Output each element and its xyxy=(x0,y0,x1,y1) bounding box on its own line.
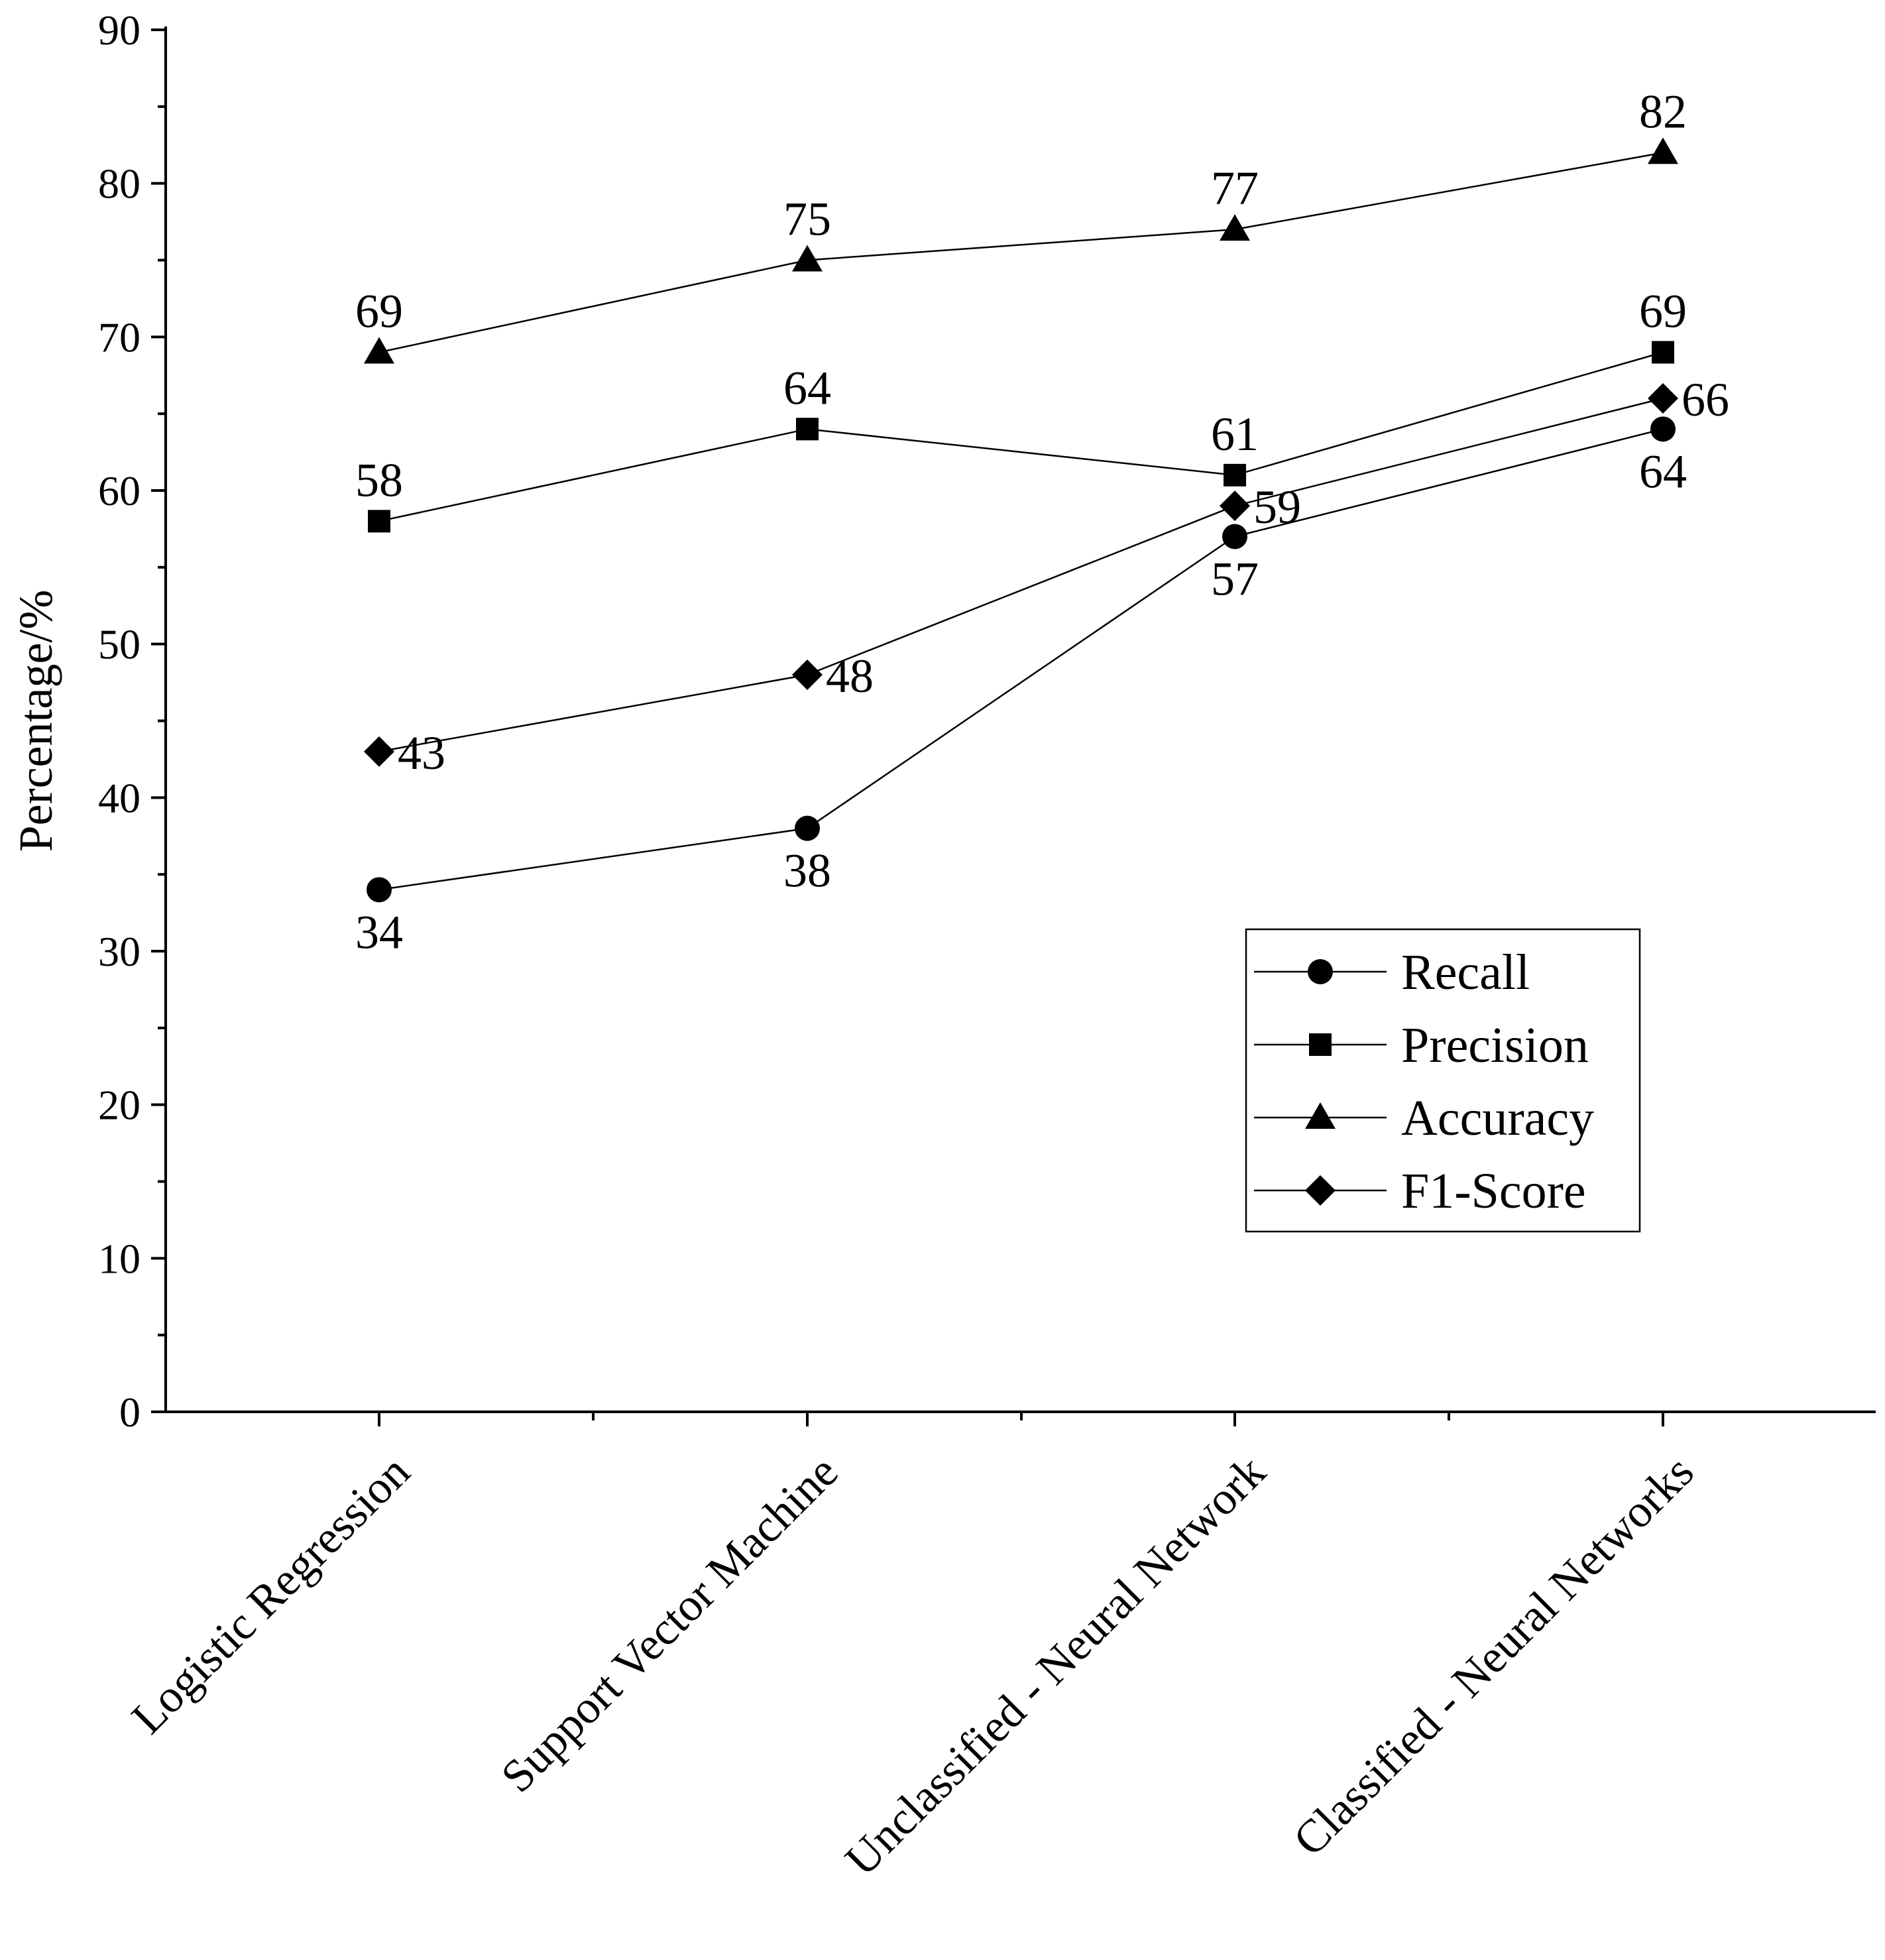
recall-data-label: 38 xyxy=(783,844,831,897)
recall-point xyxy=(1222,524,1247,549)
f1-score-point xyxy=(1648,383,1678,414)
accuracy-data-label: 69 xyxy=(355,285,403,338)
f1-score-point xyxy=(364,736,394,767)
y-tick-label: 30 xyxy=(98,928,141,975)
legend: Recall Precision Accuracy F1-Score xyxy=(1245,928,1641,1233)
x-category-label: Support Vector Machine xyxy=(492,1446,848,1802)
recall-data-label: 64 xyxy=(1639,445,1687,498)
recall-point xyxy=(1650,416,1676,442)
y-tick-label: 90 xyxy=(98,7,141,54)
x-category-label: Logistic Regression xyxy=(122,1446,420,1744)
legend-recall-label: Recall xyxy=(1401,945,1530,1000)
recall-point xyxy=(367,877,392,903)
y-tick-label: 80 xyxy=(98,160,141,207)
accuracy-line xyxy=(378,152,1664,353)
f1-score-line xyxy=(378,397,1664,753)
legend-recall-marker xyxy=(1308,959,1333,984)
precision-data-label: 69 xyxy=(1639,285,1687,338)
accuracy-data-label: 82 xyxy=(1639,85,1687,138)
f1-score-point xyxy=(792,660,823,690)
y-tick-label: 50 xyxy=(98,621,141,668)
f1-score-data-label: 43 xyxy=(398,726,445,779)
x-category-label: Classified - Neural Networks xyxy=(1284,1446,1703,1866)
recall-line xyxy=(378,428,1664,891)
y-axis-title: Percentage/% xyxy=(9,590,62,852)
precision-point xyxy=(1224,463,1246,487)
f1-score-data-label: 48 xyxy=(826,650,874,703)
series-markers xyxy=(364,137,1678,903)
y-tick-label: 70 xyxy=(98,314,141,361)
precision-data-label: 58 xyxy=(355,453,403,506)
precision-data-label: 61 xyxy=(1211,408,1259,461)
f1-score-data-label: 66 xyxy=(1682,373,1729,426)
legend-accuracy-marker xyxy=(1305,1102,1336,1129)
y-tick-label: 10 xyxy=(98,1235,141,1282)
recall-data-label: 34 xyxy=(355,905,403,958)
recall-data-label: 57 xyxy=(1211,553,1259,606)
precision-line xyxy=(378,351,1664,522)
accuracy-data-label: 77 xyxy=(1211,162,1259,215)
accuracy-point xyxy=(1220,214,1250,241)
data-labels: 34 38 57 64 58 64 61 69 69 75 77 82 43 48 59 66 xyxy=(355,85,1729,958)
recall-point xyxy=(795,815,820,841)
precision-point xyxy=(368,510,390,533)
series-lines xyxy=(378,152,1664,891)
y-tick-label: 40 xyxy=(98,774,141,821)
legend-precision-label: Precision xyxy=(1401,1017,1589,1073)
y-tick-label: 20 xyxy=(98,1082,141,1129)
legend-f1-score-marker xyxy=(1305,1175,1336,1206)
f1-score-point xyxy=(1220,490,1250,522)
accuracy-data-label: 75 xyxy=(783,193,831,246)
legend-precision-marker xyxy=(1309,1033,1332,1056)
y-tick-label: 0 xyxy=(119,1389,141,1436)
legend-accuracy-label: Accuracy xyxy=(1401,1090,1594,1146)
y-tick-label: 60 xyxy=(98,467,141,514)
accuracy-point xyxy=(364,337,394,364)
precision-data-label: 64 xyxy=(783,361,831,414)
x-category-label: Unclassified - Neural Network xyxy=(836,1446,1275,1886)
precision-point xyxy=(796,418,819,441)
accuracy-point xyxy=(1648,137,1678,164)
precision-point xyxy=(1652,341,1674,364)
accuracy-point xyxy=(792,245,823,272)
f1-score-data-label: 59 xyxy=(1253,481,1301,534)
legend-f1-score-label: F1-Score xyxy=(1401,1163,1586,1219)
